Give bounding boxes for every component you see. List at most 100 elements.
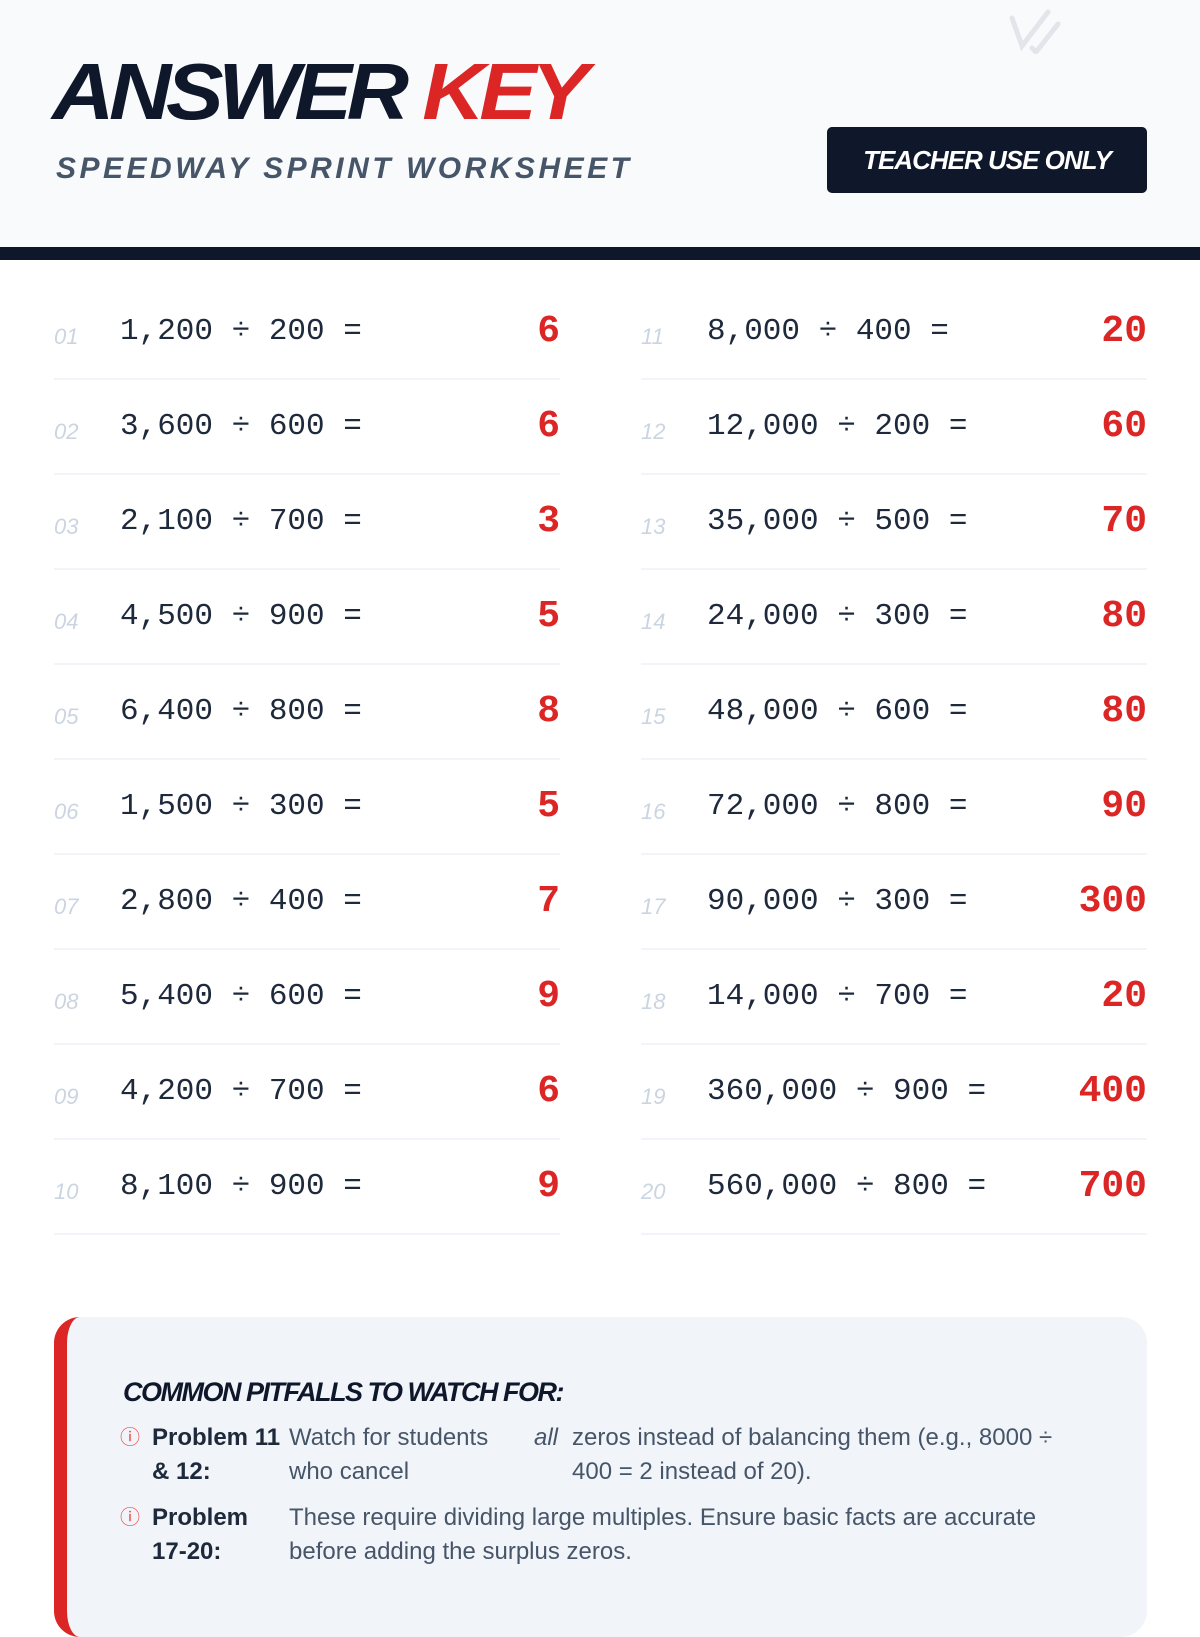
problem-row: 15 48,000 ÷ 600 = 80 xyxy=(641,665,1147,760)
problem-row: 02 3,600 ÷ 600 = 6 xyxy=(54,380,560,475)
problem-number: 07 xyxy=(54,893,79,919)
alert-icon: ⓘ xyxy=(120,1427,140,1449)
problem-expression: 560,000 ÷ 800 = xyxy=(707,1169,987,1204)
pitfall-emphasis: all xyxy=(534,1424,559,1451)
problem-answer: 5 xyxy=(537,785,560,828)
problem-expression: 4,200 ÷ 700 = xyxy=(120,1074,362,1109)
problem-expression: 1,500 ÷ 300 = xyxy=(120,789,362,824)
problem-answer: 20 xyxy=(1101,975,1147,1018)
problem-number: 01 xyxy=(54,323,79,349)
problem-number: 20 xyxy=(641,1178,666,1204)
double-check-icon xyxy=(1009,9,1061,54)
header-divider xyxy=(0,247,1200,260)
pitfall-text: Watch for students who cancel xyxy=(289,1424,489,1485)
problem-answer: 9 xyxy=(537,975,560,1018)
problem-answer: 20 xyxy=(1101,310,1147,353)
problem-answer: 5 xyxy=(537,595,560,638)
problem-expression: 8,100 ÷ 900 = xyxy=(120,1169,362,1204)
problem-answer: 400 xyxy=(1078,1070,1147,1113)
problem-number: 18 xyxy=(641,988,666,1014)
problem-expression: 4,500 ÷ 900 = xyxy=(120,599,362,634)
problem-row: 03 2,100 ÷ 700 = 3 xyxy=(54,475,560,570)
problem-expression: 12,000 ÷ 200 = xyxy=(707,409,968,444)
problem-row: 05 6,400 ÷ 800 = 8 xyxy=(54,665,560,760)
title-key: KEY xyxy=(422,47,589,136)
problem-number: 17 xyxy=(641,893,666,919)
page-title: ANSWER KEY xyxy=(52,52,589,132)
problem-row: 13 35,000 ÷ 500 = 70 xyxy=(641,475,1147,570)
problem-expression: 35,000 ÷ 500 = xyxy=(707,504,968,539)
problem-number: 16 xyxy=(641,798,666,824)
alert-icon: ⓘ xyxy=(120,1507,140,1529)
problem-row: 14 24,000 ÷ 300 = 80 xyxy=(641,570,1147,665)
pitfall-label: Problem 17-20: xyxy=(152,1504,249,1565)
problem-row: 01 1,200 ÷ 200 = 6 xyxy=(54,285,560,380)
problem-answer: 8 xyxy=(537,690,560,733)
problem-expression: 6,400 ÷ 800 = xyxy=(120,694,362,729)
problem-answer: 3 xyxy=(537,500,560,543)
problem-answer: 70 xyxy=(1101,500,1147,543)
problem-answer: 9 xyxy=(537,1165,560,1208)
problem-expression: 360,000 ÷ 900 = xyxy=(707,1074,987,1109)
problems-column-right: 11 8,000 ÷ 400 = 20 12 12,000 ÷ 200 = 60 13 35,… xyxy=(641,285,1147,1235)
problem-expression: 24,000 ÷ 300 = xyxy=(707,599,968,634)
problem-answer: 7 xyxy=(537,880,560,923)
pitfall-text: These require dividing large multiples. … xyxy=(289,1504,1037,1565)
problem-expression: 8,000 ÷ 400 = xyxy=(707,314,949,349)
problem-number: 13 xyxy=(641,513,666,539)
teacher-badge: TEACHER USE ONLY xyxy=(827,127,1147,193)
header: ANSWER KEY SPEEDWAY SPRINT WORKSHEET TEA… xyxy=(0,0,1200,247)
problem-row: 06 1,500 ÷ 300 = 5 xyxy=(54,760,560,855)
pitfall-item: ⓘ Problem 17-20: These require dividing … xyxy=(120,1501,1079,1569)
problem-expression: 5,400 ÷ 600 = xyxy=(120,979,362,1014)
problem-answer: 80 xyxy=(1101,595,1147,638)
problem-number: 08 xyxy=(54,988,79,1014)
problem-number: 10 xyxy=(54,1178,79,1204)
title-answer: ANSWER xyxy=(52,47,409,136)
problem-answer: 60 xyxy=(1101,405,1147,448)
problem-number: 02 xyxy=(54,418,79,444)
problem-expression: 1,200 ÷ 200 = xyxy=(120,314,362,349)
problem-expression: 3,600 ÷ 600 = xyxy=(120,409,362,444)
problem-answer: 300 xyxy=(1078,880,1147,923)
problem-row: 17 90,000 ÷ 300 = 300 xyxy=(641,855,1147,950)
problem-expression: 2,800 ÷ 400 = xyxy=(120,884,362,919)
problem-answer: 6 xyxy=(537,1070,560,1113)
problem-row: 09 4,200 ÷ 700 = 6 xyxy=(54,1045,560,1140)
problem-expression: 72,000 ÷ 800 = xyxy=(707,789,968,824)
problem-row: 11 8,000 ÷ 400 = 20 xyxy=(641,285,1147,380)
problem-number: 14 xyxy=(641,608,666,634)
problem-row: 07 2,800 ÷ 400 = 7 xyxy=(54,855,560,950)
problem-row: 20 560,000 ÷ 800 = 700 xyxy=(641,1140,1147,1235)
problem-number: 09 xyxy=(54,1083,79,1109)
pitfalls-heading: COMMON PITFALLS TO WATCH FOR: xyxy=(123,1377,564,1407)
problem-answer: 90 xyxy=(1101,785,1147,828)
problem-number: 05 xyxy=(54,703,79,729)
problem-number: 19 xyxy=(641,1083,666,1109)
pitfall-text: zeros instead of balancing them (e.g., 8… xyxy=(572,1424,1053,1485)
problem-row: 04 4,500 ÷ 900 = 5 xyxy=(54,570,560,665)
problem-number: 15 xyxy=(641,703,666,729)
problem-answer: 6 xyxy=(537,310,560,353)
problem-number: 06 xyxy=(54,798,79,824)
problem-number: 11 xyxy=(641,323,664,349)
problem-row: 08 5,400 ÷ 600 = 9 xyxy=(54,950,560,1045)
problem-expression: 48,000 ÷ 600 = xyxy=(707,694,968,729)
problem-expression: 14,000 ÷ 700 = xyxy=(707,979,968,1014)
problem-answer: 700 xyxy=(1078,1165,1147,1208)
problem-row: 10 8,100 ÷ 900 = 9 xyxy=(54,1140,560,1235)
subtitle: SPEEDWAY SPRINT WORKSHEET xyxy=(56,152,633,185)
pitfall-label: Problem 11 & 12: xyxy=(152,1424,281,1485)
problem-row: 16 72,000 ÷ 800 = 90 xyxy=(641,760,1147,855)
problem-expression: 90,000 ÷ 300 = xyxy=(707,884,968,919)
problem-answer: 80 xyxy=(1101,690,1147,733)
problem-answer: 6 xyxy=(537,405,560,448)
problem-row: 19 360,000 ÷ 900 = 400 xyxy=(641,1045,1147,1140)
pitfall-item: ⓘ Problem 11 & 12: Watch for students wh… xyxy=(120,1421,1082,1489)
pitfalls-box: COMMON PITFALLS TO WATCH FOR: ⓘ Problem … xyxy=(54,1317,1147,1637)
problem-expression: 2,100 ÷ 700 = xyxy=(120,504,362,539)
problem-number: 03 xyxy=(54,513,79,539)
problem-row: 12 12,000 ÷ 200 = 60 xyxy=(641,380,1147,475)
problems-column-left: 01 1,200 ÷ 200 = 6 02 3,600 ÷ 600 = 6 03 2,100 … xyxy=(54,285,560,1235)
problem-number: 12 xyxy=(641,418,666,444)
